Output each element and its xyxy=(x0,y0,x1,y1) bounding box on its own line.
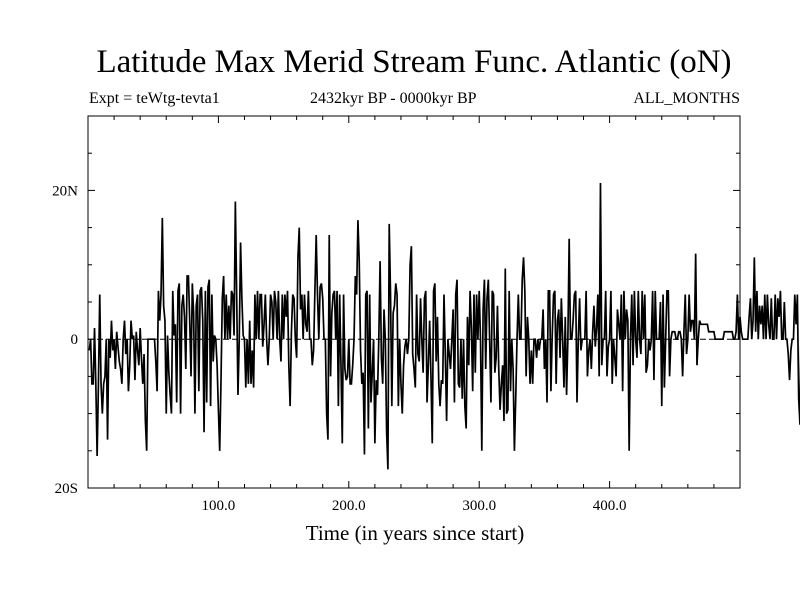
months-label: ALL_MONTHS xyxy=(633,90,740,107)
x-tick-label: 200.0 xyxy=(332,498,366,514)
y-tick-label: 20N xyxy=(52,183,78,199)
x-tick-label: 300.0 xyxy=(462,498,496,514)
y-tick-label: 20S xyxy=(55,481,78,497)
x-tick-label: 400.0 xyxy=(593,498,627,514)
x-tick-label: 100.0 xyxy=(202,498,236,514)
period-label: 2432kyr BP - 0000kyr BP xyxy=(310,90,477,107)
experiment-label: Expt = teWtg-tevta1 xyxy=(89,90,220,107)
data-series-line xyxy=(88,182,800,470)
x-axis-title: Time (in years since start) xyxy=(306,521,525,545)
y-tick-label: 0 xyxy=(71,332,79,348)
chart-title: Latitude Max Merid Stream Func. Atlantic… xyxy=(96,44,732,80)
